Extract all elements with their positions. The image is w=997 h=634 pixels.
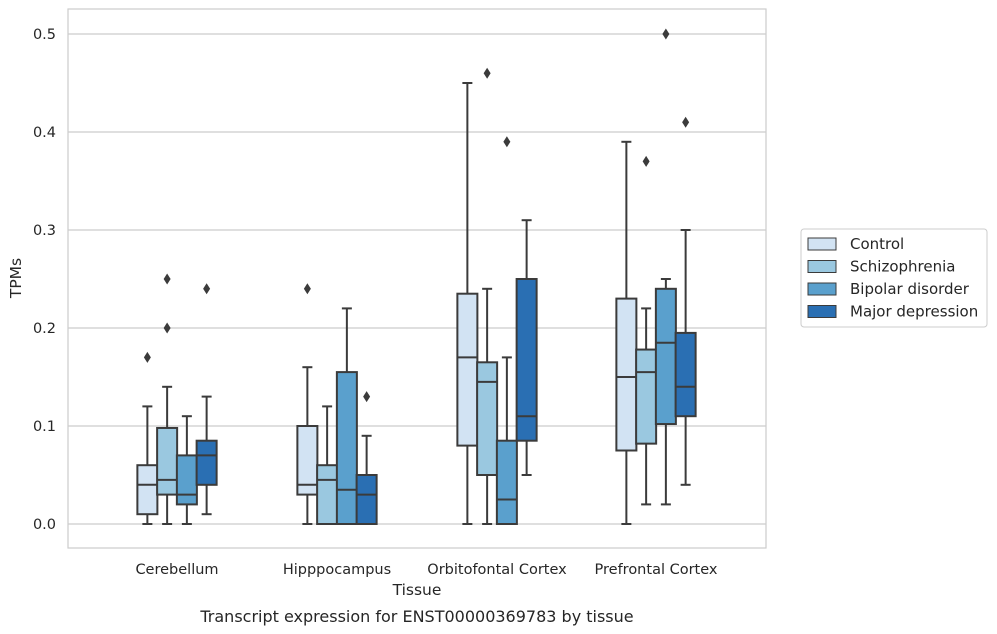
box bbox=[156, 426, 179, 496]
box bbox=[335, 371, 358, 525]
box bbox=[476, 361, 499, 476]
y-axis-ticks: 0.0 0.1 0.2 0.3 0.4 0.5 bbox=[33, 27, 56, 533]
box bbox=[635, 348, 658, 445]
box-group bbox=[456, 82, 479, 525]
box-group bbox=[654, 28, 677, 506]
outlier-point bbox=[503, 136, 511, 148]
box bbox=[296, 425, 319, 496]
y-tick-label: 0.1 bbox=[33, 419, 56, 435]
box bbox=[136, 464, 159, 516]
box-group bbox=[355, 391, 378, 525]
y-tick-label: 0.4 bbox=[33, 125, 56, 141]
x-tick-label: Cerebellum bbox=[135, 562, 218, 578]
y-tick-label: 0.0 bbox=[33, 517, 56, 533]
box bbox=[355, 474, 378, 525]
y-tick-label: 0.5 bbox=[33, 27, 56, 43]
legend-frame bbox=[800, 228, 988, 328]
box bbox=[515, 278, 538, 442]
box-group bbox=[175, 415, 198, 525]
box bbox=[495, 439, 518, 526]
plot-frame bbox=[67, 8, 767, 549]
box-group bbox=[476, 67, 499, 525]
box-group bbox=[635, 155, 658, 506]
box bbox=[175, 454, 198, 506]
box bbox=[195, 439, 218, 486]
chart-caption: Transcript expression for ENST0000036978… bbox=[199, 607, 633, 626]
legend-swatch bbox=[807, 260, 837, 273]
box-group bbox=[515, 219, 538, 476]
legend-swatch bbox=[807, 237, 837, 251]
box-group bbox=[195, 283, 218, 516]
box-group bbox=[296, 283, 319, 525]
box bbox=[654, 287, 677, 426]
boxes bbox=[136, 28, 697, 526]
box-group bbox=[316, 405, 339, 526]
box bbox=[316, 464, 339, 526]
box-group bbox=[136, 351, 159, 525]
legend-swatch bbox=[807, 305, 837, 318]
legend-label: Bipolar disorder bbox=[850, 280, 970, 298]
box-group bbox=[335, 307, 358, 525]
x-tick-label: Orbitofontal Cortex bbox=[427, 562, 567, 578]
box-group bbox=[615, 140, 638, 525]
outlier-point bbox=[483, 67, 491, 79]
x-tick-label: Prefrontal Cortex bbox=[595, 562, 718, 578]
box bbox=[674, 331, 697, 418]
outlier-point bbox=[642, 155, 650, 167]
box-group bbox=[156, 273, 179, 525]
outlier-point bbox=[303, 283, 311, 295]
outlier-point bbox=[143, 351, 151, 363]
y-tick-label: 0.2 bbox=[33, 321, 56, 337]
x-tick-label: Hipppocampus bbox=[283, 562, 391, 578]
legend-swatch bbox=[807, 282, 837, 296]
x-axis-label: Tissue bbox=[392, 581, 442, 599]
x-axis-ticks: Cerebellum Hipppocampus Orbitofontal Corte… bbox=[135, 562, 717, 578]
box bbox=[615, 297, 638, 452]
outlier-point bbox=[163, 322, 171, 334]
outlier-point bbox=[682, 116, 690, 128]
y-axis-label: TPMs bbox=[7, 258, 25, 299]
grid-lines bbox=[68, 33, 766, 525]
outlier-point bbox=[203, 283, 211, 295]
outlier-point bbox=[363, 391, 371, 403]
legend-label: Control bbox=[850, 235, 904, 253]
legend: Control Schizophrenia Bipolar disorder Majo… bbox=[800, 228, 988, 328]
legend-label: Schizophrenia bbox=[850, 258, 955, 276]
legend-label: Major depression bbox=[850, 303, 978, 321]
box-group bbox=[674, 116, 697, 486]
outlier-point bbox=[662, 28, 670, 40]
box bbox=[456, 292, 479, 447]
box-group bbox=[495, 136, 518, 526]
y-tick-label: 0.3 bbox=[33, 223, 56, 239]
outlier-point bbox=[163, 273, 171, 285]
